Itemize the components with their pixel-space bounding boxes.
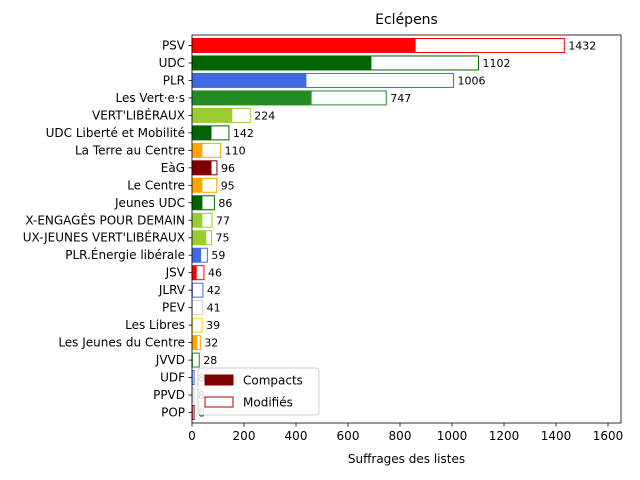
bar-compacts [192, 125, 212, 140]
bar-value-label: 46 [208, 267, 222, 280]
bar-compacts [192, 265, 197, 280]
x-tick-label: 200 [233, 429, 256, 443]
y-tick-label: PPVD [153, 388, 185, 402]
y-tick-label: UDC Liberté et Mobilité [46, 126, 185, 140]
y-tick-label: UDC [159, 56, 185, 70]
bar-value-label: 28 [203, 354, 217, 367]
bar-value-label: 77 [216, 214, 230, 227]
y-tick-label: PLR [163, 73, 185, 87]
bar-value-label: 1102 [483, 57, 511, 70]
legend-swatch [204, 396, 234, 408]
bar-value-label: 41 [207, 302, 221, 315]
y-tick-label: UX-JEUNES VERT'LIBÉRAUX [23, 230, 185, 245]
y-tick-label: POP [161, 406, 185, 420]
y-tick-label: X-ENGAGÉS POUR DEMAIN [25, 212, 185, 227]
bar-modifies [191, 317, 203, 333]
y-tick-label: La Terre au Centre [75, 143, 185, 157]
bar-compacts [192, 38, 416, 53]
y-tick-label: UDF [160, 371, 185, 385]
x-tick-label: 800 [389, 429, 412, 443]
bar-modifies [191, 282, 204, 298]
chart-title: Eclépens [375, 12, 438, 28]
bar-compacts [192, 335, 198, 350]
y-tick-label: JVVD [155, 353, 185, 367]
bar-compacts [192, 143, 203, 158]
bar-value-label: 86 [218, 197, 232, 210]
x-axis-label: Suffrages des listes [348, 452, 465, 466]
x-tick-label: 1200 [489, 429, 520, 443]
bar-value-label: 142 [233, 127, 254, 140]
axes-layer: PSV UDC PLR Les Vert·e·s VERT'LIBÉRAUX UDC Li… [23, 34, 624, 443]
y-tick-label: VERT'LIBÉRAUX [92, 107, 185, 122]
bar-value-label: 1006 [458, 74, 486, 87]
x-tick-label: 1400 [541, 429, 572, 443]
x-tick-label: 1000 [437, 429, 468, 443]
y-tick-label: Jeunes UDC [114, 196, 185, 210]
y-tick-label: PEV [162, 301, 186, 315]
bar-value-label: 59 [211, 249, 225, 262]
bar-value-label: 32 [204, 337, 218, 350]
bar-compacts [192, 73, 307, 88]
bar-compacts [192, 55, 372, 70]
y-tick-label: JLRV [158, 283, 186, 297]
bar-value-label: 39 [206, 319, 220, 332]
bar-compacts [192, 195, 203, 210]
y-tick-label: Le Centre [127, 178, 185, 192]
y-tick-label: EàG [161, 161, 185, 175]
bar-modifies [191, 300, 204, 316]
y-tick-label: Les Vert·e·s [116, 91, 186, 105]
bar-compacts [192, 160, 212, 175]
y-tick-label: Les Libres [125, 318, 185, 332]
x-tick-label: 600 [337, 429, 360, 443]
bar-modifies [191, 352, 200, 368]
bar-compacts [192, 248, 202, 263]
bar-value-label: 747 [390, 92, 411, 105]
bar-value-label: 96 [221, 162, 235, 175]
bar-value-label: 42 [207, 284, 221, 297]
legend-label: Compacts [243, 374, 303, 388]
legend-label: Modifiés [243, 396, 293, 410]
legend-swatch [204, 374, 234, 386]
y-tick-label: JSV [165, 266, 186, 280]
plot-frame [191, 34, 622, 424]
legend: Compacts Modifiés [197, 367, 320, 416]
x-tick-label: 1600 [593, 429, 624, 443]
bar-compacts [192, 108, 233, 123]
x-tick-label: 0 [188, 429, 196, 443]
bar-value-label: 75 [216, 232, 230, 245]
bar-value-label: 224 [254, 109, 275, 122]
y-tick-label: Les Jeunes du Centre [58, 336, 185, 350]
bar-compacts [192, 230, 207, 245]
bar-compacts [192, 213, 203, 228]
bar-compacts [192, 90, 312, 105]
y-tick-label: PSV [162, 38, 186, 52]
bar-value-label: 110 [225, 144, 246, 157]
x-tick-label: 400 [285, 429, 308, 443]
y-tick-label: PLR.Énergie libérale [65, 247, 185, 262]
bar-value-label: 1432 [568, 39, 596, 52]
bar-compacts [192, 178, 203, 193]
bar-value-label: 95 [221, 179, 235, 192]
